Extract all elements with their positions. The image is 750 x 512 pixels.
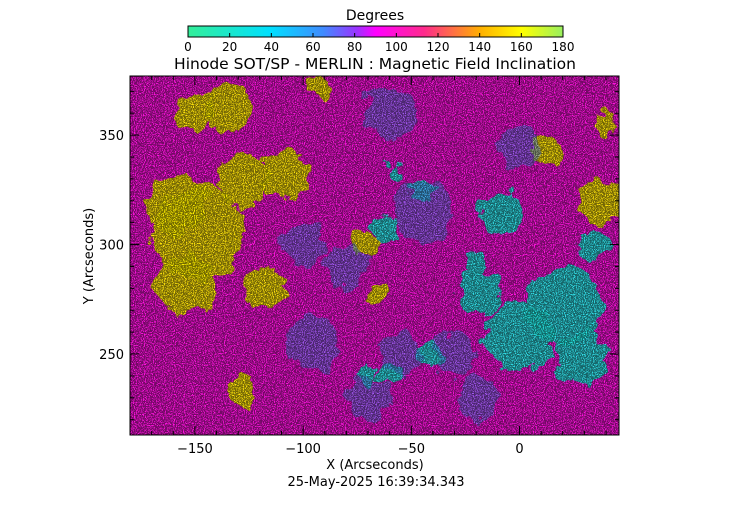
y-axis-label: Y (Arcseconds) [82, 208, 97, 305]
colorbar [187, 25, 564, 38]
colorbar-tick-label: 20 [222, 40, 237, 54]
timestamp: 25-May-2025 16:39:34.343 [287, 475, 464, 490]
chart-title: Hinode SOT/SP - MERLIN : Magnetic Field … [174, 55, 576, 73]
colorbar-tick-label: 0 [184, 40, 192, 54]
colorbar-tick-label: 60 [305, 40, 320, 54]
y-tick-label: 350 [99, 129, 124, 144]
colorbar-tick-label: 120 [427, 40, 450, 54]
axes: −150 −100 −50 0 250 300 350 [99, 76, 619, 457]
colorbar-tick-label: 180 [552, 40, 575, 54]
colorbar-label: Degrees [346, 8, 404, 24]
colorbar-tick-label: 140 [468, 40, 491, 54]
colorbar-ticks: 0 20 40 60 80 100 120 140 160 180 [184, 33, 574, 54]
x-tick-label: −50 [398, 442, 425, 457]
colorbar-tick-label: 80 [347, 40, 362, 54]
y-tick-label: 300 [99, 239, 124, 254]
colorbar-tick-label: 100 [385, 40, 408, 54]
colorbar-tick-label: 160 [510, 40, 533, 54]
map-speckle [130, 76, 619, 435]
colorbar-tick-label: 40 [264, 40, 279, 54]
x-tick-label: −150 [177, 442, 213, 457]
x-tick-label: 0 [515, 442, 523, 457]
y-tick-label: 250 [99, 348, 124, 363]
inclination-map [130, 76, 619, 435]
x-tick-label: −100 [285, 442, 321, 457]
plot-frame [129, 75, 620, 436]
x-axis-label: X (Arcseconds) [326, 458, 423, 473]
